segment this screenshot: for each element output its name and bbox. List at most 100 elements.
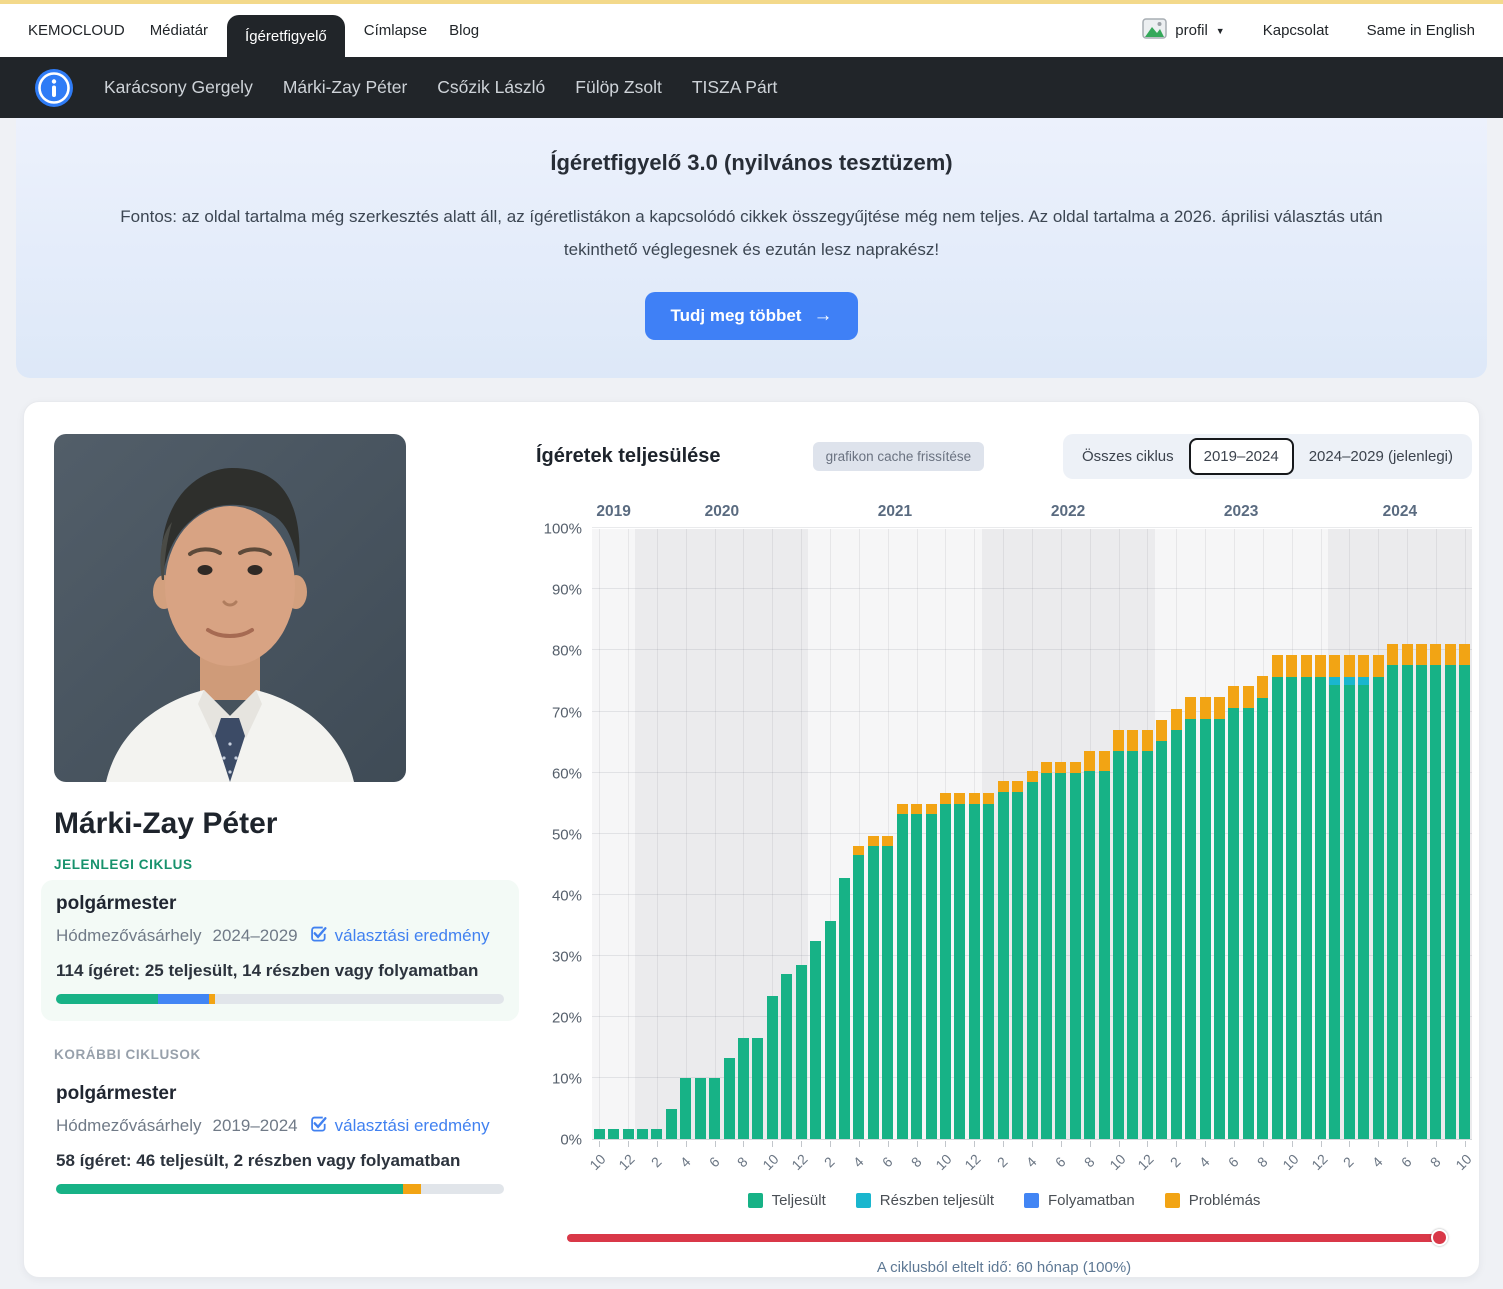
chart-bar[interactable] (636, 1128, 648, 1140)
time-slider-thumb[interactable] (1430, 1229, 1448, 1247)
subnav-item-tisza-part[interactable]: TISZA Párt (691, 77, 778, 97)
chart-bar[interactable] (1387, 644, 1399, 1140)
chart-bar[interactable] (838, 878, 850, 1140)
nav-item-same-in-english[interactable]: Same in English (1366, 22, 1475, 39)
chart-bar[interactable] (896, 804, 908, 1140)
bar-segment-teljesült (1286, 676, 1298, 1140)
chart-bar[interactable] (1300, 654, 1312, 1140)
info-icon[interactable] (34, 68, 74, 108)
x-axis-label: 8 (907, 1153, 925, 1171)
chart-bar[interactable] (1055, 761, 1067, 1140)
legend-item-teljesült[interactable]: Teljesült (747, 1192, 826, 1209)
learn-more-button[interactable]: Tudj meg többet → (644, 292, 859, 341)
hero-description: Fontos: az oldal tartalma még szerkeszté… (120, 207, 1383, 260)
chart-bar[interactable] (1257, 676, 1269, 1140)
chart-bar[interactable] (593, 1128, 605, 1140)
chart-bar[interactable] (1214, 696, 1226, 1140)
nav-item-cimlapse[interactable]: Címlapse (363, 22, 428, 39)
chart-bar[interactable] (1069, 761, 1081, 1140)
nav-item-igeretfigyelo[interactable]: Ígéretfigyelő (227, 15, 345, 57)
chart-bar[interactable] (911, 804, 923, 1140)
chart-bar[interactable] (651, 1128, 663, 1140)
chart-bar[interactable] (824, 920, 836, 1140)
bar-segment-problémás (911, 804, 923, 815)
chart-bar[interactable] (1271, 654, 1283, 1140)
chart-bar[interactable] (1012, 781, 1024, 1140)
legend-item-problémás[interactable]: Problémás (1164, 1192, 1260, 1209)
chart-bar[interactable] (1315, 654, 1327, 1140)
chart-bar[interactable] (1040, 761, 1052, 1140)
legend-item-folyamatban[interactable]: Folyamatban (1024, 1192, 1135, 1209)
chart-bar[interactable] (853, 846, 865, 1140)
chart-bar[interactable] (939, 793, 951, 1140)
chart-bar[interactable] (1228, 685, 1240, 1140)
chart-bar[interactable] (954, 793, 966, 1140)
chart-bar[interactable] (1372, 654, 1384, 1140)
bar-segment-problémás (1387, 644, 1399, 666)
chart-bar[interactable] (925, 804, 937, 1140)
chart-bar[interactable] (737, 1038, 749, 1140)
refresh-cache-button[interactable]: grafikon cache frissítése (812, 442, 985, 472)
chart-bar[interactable] (709, 1078, 721, 1140)
bar-segment-problémás (1300, 654, 1312, 677)
chart-bar[interactable] (968, 793, 980, 1140)
nav-item-kapcsolat[interactable]: Kapcsolat (1262, 22, 1329, 39)
chart-bar[interactable] (694, 1078, 706, 1140)
subnav-item-csozik-laszlo[interactable]: Csőzik László (437, 77, 546, 97)
chart-bar[interactable] (723, 1058, 735, 1140)
chart-bar[interactable] (1430, 644, 1442, 1140)
x-axis-label: 10 (1452, 1151, 1475, 1174)
tab-osszes-ciklus[interactable]: Összes ciklus (1067, 438, 1189, 475)
chart-bar[interactable] (781, 974, 793, 1140)
chart-bar[interactable] (867, 836, 879, 1140)
chart-bar[interactable] (1026, 771, 1038, 1140)
chart-bar[interactable] (1156, 719, 1168, 1140)
chart-bar[interactable] (1242, 685, 1254, 1140)
bar-segment-teljesült (1040, 772, 1052, 1140)
chart-bar[interactable] (1444, 644, 1456, 1140)
chart-bar[interactable] (1358, 654, 1370, 1140)
chart-bar[interactable] (810, 940, 822, 1140)
chart-bar[interactable] (795, 964, 807, 1140)
chart-bar[interactable] (766, 995, 778, 1140)
chart-bar[interactable] (1185, 696, 1197, 1140)
chart-bar[interactable] (882, 836, 894, 1140)
chart-bar[interactable] (665, 1108, 677, 1140)
election-result-link[interactable]: választási eredmény (309, 1114, 490, 1138)
chart-bar[interactable] (622, 1128, 634, 1140)
chart-bar[interactable] (1343, 654, 1355, 1140)
tab-2019-2024[interactable]: 2019–2024 (1188, 438, 1294, 476)
x-axis-label: 8 (1253, 1153, 1271, 1171)
brand-kemocloud[interactable]: KEMOCLOUD (28, 22, 125, 39)
chart-bar[interactable] (1286, 654, 1298, 1140)
chart-bar[interactable] (1127, 729, 1139, 1140)
chart-bar[interactable] (1416, 644, 1427, 1140)
chart-bar[interactable] (1329, 654, 1341, 1140)
chart-bar[interactable] (1141, 729, 1153, 1140)
election-result-link[interactable]: választási eredmény (309, 924, 490, 948)
subnav-item-marki-zay-peter[interactable]: Márki-Zay Péter (282, 77, 408, 97)
chart-bar[interactable] (1170, 709, 1182, 1140)
chart-bar[interactable] (1401, 644, 1413, 1140)
subnav-item-karacsony-gergely[interactable]: Karácsony Gergely (104, 77, 253, 97)
chart-bar[interactable] (1459, 644, 1471, 1140)
chart-bar[interactable] (608, 1128, 620, 1140)
profile-dropdown[interactable]: profil ▼ (1142, 18, 1225, 43)
time-slider-track[interactable] (566, 1234, 1442, 1243)
chart-bar[interactable] (997, 781, 1009, 1140)
legend-item-részben-teljesült[interactable]: Részben teljesült (855, 1192, 994, 1209)
chart-bar[interactable] (1199, 696, 1211, 1140)
bar-segment-problémás (939, 793, 951, 805)
tab-2024-2029[interactable]: 2024–2029 (jelenlegi) (1294, 438, 1468, 475)
chart-bar[interactable] (1084, 750, 1096, 1140)
nav-item-blog[interactable]: Blog (449, 22, 480, 39)
chart-bar[interactable] (1113, 729, 1125, 1140)
chart-bar[interactable] (680, 1078, 692, 1140)
nav-item-mediatar[interactable]: Médiatár (149, 22, 209, 39)
chart-bar[interactable] (1098, 750, 1110, 1140)
x-axis-tick (772, 1141, 774, 1148)
chart-bar[interactable] (752, 1038, 764, 1140)
subnav-item-fulop-zsolt[interactable]: Fülöp Zsolt (575, 77, 662, 97)
chart-bar[interactable] (983, 793, 995, 1140)
bar-segment-teljesült (911, 814, 923, 1140)
